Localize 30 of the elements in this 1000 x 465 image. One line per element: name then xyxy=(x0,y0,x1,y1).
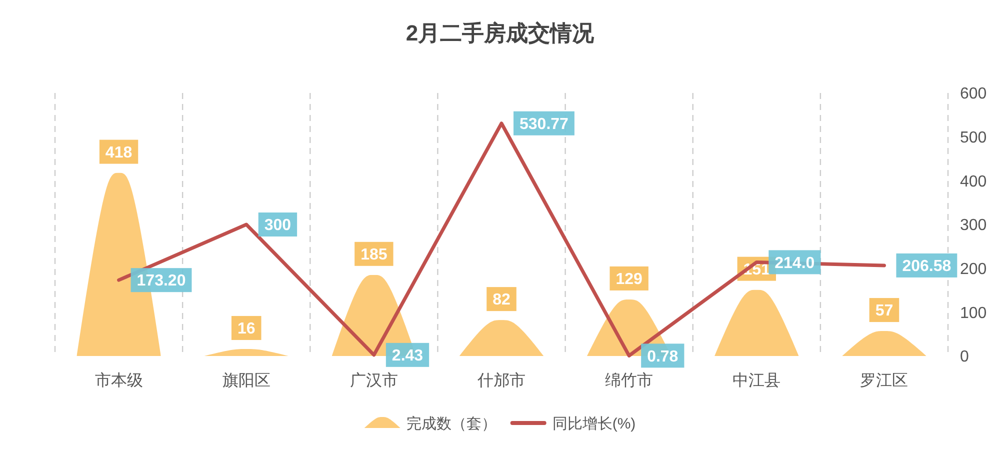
data-label: 185 xyxy=(360,246,388,264)
data-label: 214.0 xyxy=(774,254,815,272)
y-tick-label: 100 xyxy=(960,304,987,322)
legend-label: 同比增长(%) xyxy=(552,415,636,432)
data-label: 173.20 xyxy=(136,272,186,290)
data-label: 129 xyxy=(616,271,643,288)
legend-label: 完成数（套） xyxy=(406,415,496,432)
data-label: 206.58 xyxy=(902,258,952,276)
data-label: 530.77 xyxy=(520,116,569,133)
data-label: 0.78 xyxy=(647,348,678,366)
y-tick-label: 500 xyxy=(960,129,987,146)
data-label: 57 xyxy=(875,302,894,320)
data-label: 16 xyxy=(237,320,256,338)
y-tick-label: 200 xyxy=(960,260,987,278)
y-tick-label: 400 xyxy=(960,173,987,190)
y-tick-label: 300 xyxy=(960,217,987,234)
data-label: 300 xyxy=(264,217,292,234)
data-label: 418 xyxy=(105,144,132,162)
x-tick-label: 中江县 xyxy=(732,372,781,390)
x-tick-label: 什邡市 xyxy=(476,372,526,390)
chart-title: 2月二手房成交情况 xyxy=(406,20,596,46)
x-tick-label: 广汉市 xyxy=(350,372,398,390)
x-tick-label: 市本级 xyxy=(94,372,143,390)
x-tick-label: 罗江区 xyxy=(860,372,908,390)
y-tick-label: 600 xyxy=(960,86,987,103)
y-tick-label: 0 xyxy=(960,348,969,366)
x-tick-label: 旗阳区 xyxy=(222,372,270,390)
data-label: 2.43 xyxy=(392,348,424,365)
data-label: 82 xyxy=(492,292,510,309)
x-tick-label: 绵竹市 xyxy=(605,372,654,390)
